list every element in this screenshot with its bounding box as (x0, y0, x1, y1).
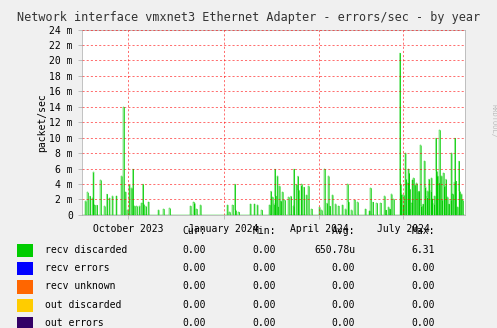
Text: 0.00: 0.00 (183, 281, 206, 291)
Text: recv unknown: recv unknown (45, 281, 115, 291)
Text: Cur:: Cur: (183, 226, 206, 236)
Text: 0.00: 0.00 (183, 245, 206, 255)
Text: 0.00: 0.00 (412, 318, 435, 328)
Text: 6.31: 6.31 (412, 245, 435, 255)
Text: Max:: Max: (412, 226, 435, 236)
Text: 0.00: 0.00 (332, 318, 355, 328)
Text: recv discarded: recv discarded (45, 245, 127, 255)
Text: recv errors: recv errors (45, 263, 109, 273)
Text: 0.00: 0.00 (252, 263, 276, 273)
Text: 0.00: 0.00 (252, 300, 276, 310)
Text: Network interface vmxnet3 Ethernet Adapter - errors/sec - by year: Network interface vmxnet3 Ethernet Adapt… (17, 11, 480, 25)
Text: out discarded: out discarded (45, 300, 121, 310)
Y-axis label: packet/sec: packet/sec (37, 93, 47, 152)
Text: 0.00: 0.00 (332, 263, 355, 273)
Text: 0.00: 0.00 (412, 263, 435, 273)
Text: 0.00: 0.00 (252, 318, 276, 328)
Text: 0.00: 0.00 (183, 300, 206, 310)
Text: 0.00: 0.00 (332, 281, 355, 291)
Text: 0.00: 0.00 (183, 263, 206, 273)
Text: 0.00: 0.00 (252, 245, 276, 255)
Text: 0.00: 0.00 (252, 281, 276, 291)
Text: out errors: out errors (45, 318, 103, 328)
Text: 0.00: 0.00 (183, 318, 206, 328)
Text: 0.00: 0.00 (412, 281, 435, 291)
Text: Avg:: Avg: (332, 226, 355, 236)
Text: 0.00: 0.00 (412, 300, 435, 310)
Text: RRDTOOL/: RRDTOOL/ (490, 104, 496, 138)
Text: 650.78u: 650.78u (314, 245, 355, 255)
Text: 0.00: 0.00 (332, 300, 355, 310)
Text: Min:: Min: (252, 226, 276, 236)
